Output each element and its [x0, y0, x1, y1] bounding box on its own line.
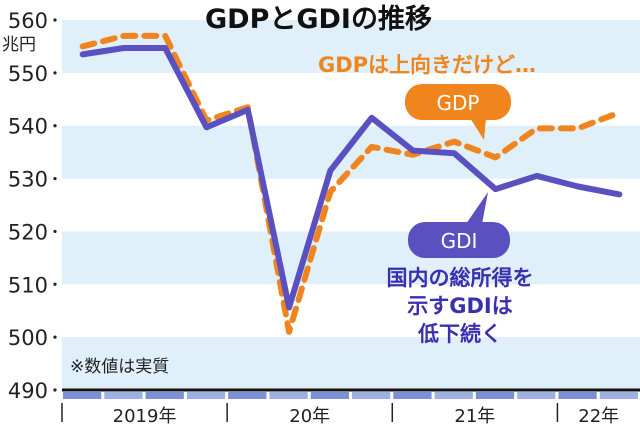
y-tick-label: 540: [8, 115, 48, 139]
quarter-marker: [310, 392, 349, 399]
grid-band: [62, 231, 640, 285]
y-tick-mark: [53, 176, 57, 181]
quarter-marker: [228, 392, 267, 399]
footnote: ※数値は実質: [70, 357, 169, 377]
gdp-callout: GDP: [405, 84, 511, 140]
quarter-marker: [104, 392, 143, 399]
x-year-label: 20年: [289, 406, 330, 427]
quarter-marker: [475, 392, 515, 399]
quarter-marker: [186, 392, 226, 399]
quarter-marker: [269, 392, 308, 399]
quarter-marker: [145, 392, 184, 399]
y-tick-label: 560: [8, 9, 48, 33]
gdi-callout: GDI: [408, 192, 510, 258]
y-tick-label: 550: [8, 62, 48, 86]
y-tick-mark: [53, 388, 57, 392]
y-tick-mark: [53, 229, 57, 234]
y-tick-mark: [53, 282, 57, 286]
gdp-callout-label: GDP: [437, 91, 480, 115]
y-tick-label: 520: [8, 220, 48, 244]
grid-band: [62, 125, 640, 179]
series-line-gdi: [79, 45, 623, 311]
grid-band: [62, 337, 640, 390]
y-tick-mark: [53, 124, 57, 128]
y-tick-label: 530: [8, 168, 48, 192]
x-year-label: 22年: [578, 406, 619, 427]
quarter-marker: [517, 392, 556, 399]
gdi-note-line-2: 示すGDIは: [407, 294, 512, 318]
quarter-marker: [352, 392, 391, 399]
gdi-note-line-1: 国内の総所得を: [387, 266, 534, 290]
y-tick-label: 500: [8, 326, 48, 350]
y-tick-label: 490: [8, 379, 48, 403]
gdi-callout-label: GDI: [441, 229, 478, 253]
gdi-note-line-3: 低下続く: [417, 322, 502, 346]
y-unit-label: 兆円: [2, 35, 36, 55]
quarter-marker: [599, 392, 638, 399]
quarter-marker: [63, 392, 102, 399]
y-tick-mark: [53, 335, 57, 339]
y-tick-mark: [53, 71, 57, 75]
y-tick-mark: [53, 18, 57, 22]
series-line-gdp: [79, 32, 623, 335]
gdp-annotation: GDPは上向きだけど…: [318, 53, 536, 77]
quarter-marker: [558, 392, 597, 399]
quarter-marker: [434, 392, 473, 399]
chart-title: GDPとGDIの推移: [205, 4, 432, 35]
y-tick-label: 510: [8, 273, 48, 297]
x-year-label: 2019年: [113, 406, 177, 427]
x-year-label: 21年: [454, 406, 495, 427]
quarter-marker: [393, 392, 432, 399]
